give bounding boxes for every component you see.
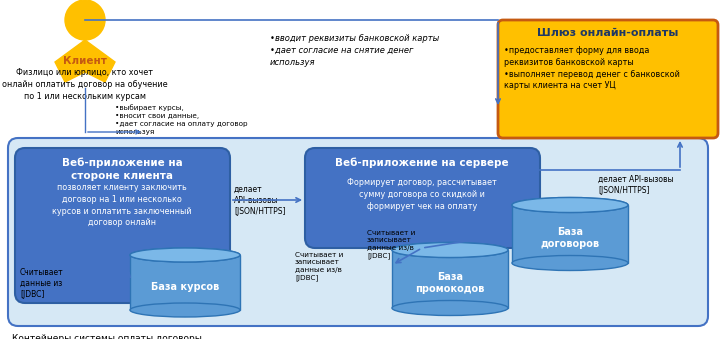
Text: •предоставляет форму для ввода
реквизитов банковской карты
•выполняет перевод де: •предоставляет форму для ввода реквизито…: [504, 46, 680, 91]
Circle shape: [65, 0, 105, 40]
Ellipse shape: [130, 303, 240, 317]
Ellipse shape: [512, 198, 628, 213]
FancyBboxPatch shape: [130, 255, 240, 310]
Ellipse shape: [392, 300, 508, 316]
Text: Формирует договор, рассчитывает
сумму договора со скидкой и
формирует чек на опл: Формирует договор, рассчитывает сумму до…: [347, 178, 497, 211]
Polygon shape: [55, 40, 115, 82]
Ellipse shape: [512, 198, 628, 213]
Ellipse shape: [512, 256, 628, 271]
Text: Веб-приложение на сервере: Веб-приложение на сервере: [335, 158, 509, 168]
FancyBboxPatch shape: [305, 148, 540, 248]
FancyBboxPatch shape: [15, 148, 230, 303]
Text: делает API-вызовы
[JSON/HTTPS]: делает API-вызовы [JSON/HTTPS]: [598, 175, 673, 195]
Ellipse shape: [130, 248, 240, 262]
Text: База
промокодов: База промокодов: [416, 272, 484, 294]
Ellipse shape: [130, 248, 240, 262]
Ellipse shape: [392, 242, 508, 258]
Text: База
договоров: База договоров: [540, 227, 599, 249]
Text: позволяет клиенту заключить
договор на 1 или несколько
курсов и оплатить заключе: позволяет клиенту заключить договор на 1…: [52, 183, 192, 227]
FancyBboxPatch shape: [8, 138, 708, 326]
Text: Считывает и
записывает
данные из/в
[JDBC]: Считывает и записывает данные из/в [JDBC…: [295, 252, 343, 281]
Ellipse shape: [392, 242, 508, 258]
Text: Контейнеры системы оплаты договоры: Контейнеры системы оплаты договоры: [12, 334, 202, 339]
Text: •вводит реквизиты банковской карты
•дает согласие на снятие денег
используя: •вводит реквизиты банковской карты •дает…: [270, 34, 439, 66]
FancyBboxPatch shape: [392, 250, 508, 308]
Text: Веб-приложение на
стороне клиента: Веб-приложение на стороне клиента: [62, 158, 182, 181]
Text: Шлюз онлайн-оплаты: Шлюз онлайн-оплаты: [537, 28, 678, 38]
Text: делает
API-вызовы
[JSON/HTTPS]: делает API-вызовы [JSON/HTTPS]: [234, 185, 285, 216]
Text: Считывает
данные из
[JDBC]: Считывает данные из [JDBC]: [20, 268, 64, 299]
FancyBboxPatch shape: [512, 205, 628, 263]
Text: Считывает и
записывает
данные из/в
[JDBC]: Считывает и записывает данные из/в [JDBC…: [367, 230, 416, 259]
Text: Физлицо или юрлицо, кто хочет
онлайн оплатить договор на обучение
по 1 или неско: Физлицо или юрлицо, кто хочет онлайн опл…: [2, 68, 168, 101]
Text: Клиент: Клиент: [63, 56, 107, 66]
Text: •выбирает курсы,
•вносит свои данные,
•дает согласие на оплату договор
используя: •выбирает курсы, •вносит свои данные, •д…: [115, 104, 248, 135]
Text: База курсов: База курсов: [151, 281, 219, 292]
FancyBboxPatch shape: [498, 20, 718, 138]
